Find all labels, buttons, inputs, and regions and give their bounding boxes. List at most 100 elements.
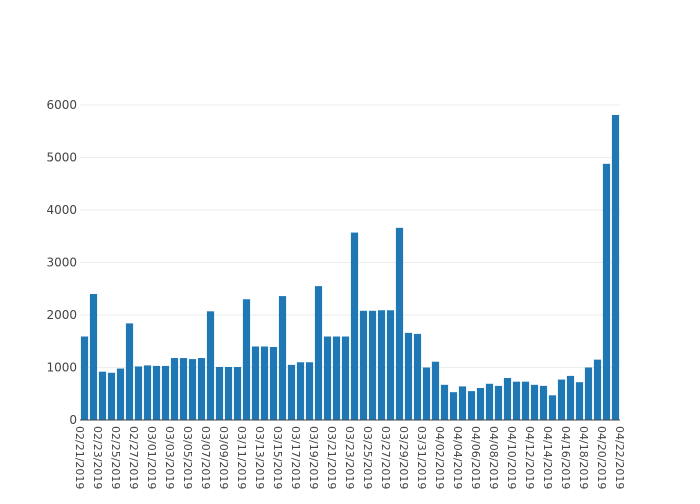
bar[interactable]: 02/21/2019: 1590: [80, 336, 89, 420]
bar[interactable]: 02/25/2019: 980: [116, 368, 125, 420]
bar[interactable]: 03/20/2019: 1590: [323, 336, 332, 420]
bar[interactable]: 04/15/2019: 770: [557, 379, 566, 420]
x-tick-label: 04/02/2019: [433, 426, 446, 489]
bar[interactable]: 04/16/2019: 840: [566, 375, 575, 420]
x-tick-label: 03/13/2019: [253, 426, 266, 489]
bar[interactable]: 03/19/2019: 2550: [314, 286, 323, 421]
x-tick-label: 04/22/2019: [613, 426, 626, 489]
bar[interactable]: 04/19/2019: 1150: [593, 359, 602, 421]
bar[interactable]: 04/10/2019: 730: [512, 381, 521, 420]
x-tick-label: 04/06/2019: [469, 426, 482, 489]
bar[interactable]: 02/27/2019: 1020: [134, 366, 143, 420]
bar[interactable]: 03/17/2019: 1100: [296, 362, 305, 420]
bar[interactable]: 04/05/2019: 550: [467, 391, 476, 421]
x-tick-label: 04/04/2019: [451, 426, 464, 489]
bar[interactable]: 04/20/2019: 4880: [602, 163, 611, 421]
x-tick-label: 03/17/2019: [289, 426, 302, 489]
y-tick-label: 0: [69, 413, 77, 427]
bar[interactable]: 02/26/2019: 1840: [125, 323, 134, 420]
bar[interactable]: 03/30/2019: 1640: [413, 333, 422, 420]
bar[interactable]: 03/06/2019: 1180: [197, 358, 206, 420]
y-tick-label: 4000: [46, 203, 77, 217]
bar[interactable]: 03/16/2019: 1050: [287, 364, 296, 421]
bar[interactable]: 03/28/2019: 3660: [395, 227, 404, 420]
x-tick-label: 03/03/2019: [163, 426, 176, 489]
bar[interactable]: 04/17/2019: 720: [575, 382, 584, 420]
bar[interactable]: 03/27/2019: 2090: [386, 310, 395, 420]
bar[interactable]: 02/22/2019: 2400: [89, 294, 98, 420]
bar[interactable]: 03/31/2019: 1000: [422, 367, 431, 421]
bar[interactable]: 04/14/2019: 470: [548, 395, 557, 420]
y-tick-label: 3000: [46, 256, 77, 270]
x-tick-label: 03/01/2019: [145, 426, 158, 489]
bar[interactable]: 03/26/2019: 2090: [377, 310, 386, 420]
bar[interactable]: 03/05/2019: 1160: [188, 359, 197, 420]
bar[interactable]: 03/21/2019: 1590: [332, 336, 341, 420]
bar[interactable]: 03/22/2019: 1590: [341, 336, 350, 420]
x-tick-label: 04/18/2019: [577, 426, 590, 489]
x-tick-label: 04/16/2019: [559, 426, 572, 489]
x-tick-label: 03/25/2019: [361, 426, 374, 489]
bar[interactable]: 03/15/2019: 2360: [278, 296, 287, 420]
x-tick-label: 03/21/2019: [325, 426, 338, 489]
x-tick-label: 04/12/2019: [523, 426, 536, 489]
x-tick-label: 04/08/2019: [487, 426, 500, 489]
x-tick-label: 03/09/2019: [217, 426, 230, 489]
bar[interactable]: 03/09/2019: 1010: [224, 366, 233, 420]
bar[interactable]: 03/04/2019: 1180: [179, 358, 188, 420]
bar[interactable]: 03/03/2019: 1180: [170, 358, 179, 420]
bar[interactable]: 03/12/2019: 1400: [251, 346, 260, 421]
x-tick-label: 02/27/2019: [127, 426, 140, 489]
x-tick-label: 03/27/2019: [379, 426, 392, 489]
bar[interactable]: 04/04/2019: 640: [458, 386, 467, 420]
bars: 02/21/2019: 159002/22/2019: 240002/23/20…: [80, 114, 620, 421]
bar[interactable]: 03/18/2019: 1100: [305, 362, 314, 420]
bar[interactable]: 04/08/2019: 650: [494, 385, 503, 421]
bar[interactable]: 03/25/2019: 2080: [368, 310, 377, 420]
y-tick-label: 5000: [46, 151, 77, 165]
bar[interactable]: 03/13/2019: 1400: [260, 346, 269, 421]
bar[interactable]: 02/24/2019: 900: [107, 372, 116, 420]
bar[interactable]: 03/11/2019: 2300: [242, 299, 251, 420]
x-tick-label: 03/15/2019: [271, 426, 284, 489]
bar[interactable]: 04/06/2019: 610: [476, 387, 485, 420]
bar[interactable]: 04/18/2019: 1000: [584, 367, 593, 421]
x-axis-ticks: 02/21/2019 02/23/2019 02/25/2019 02/27/2019…: [73, 426, 626, 489]
gridlines: [80, 104, 620, 368]
bar[interactable]: 04/11/2019: 730: [521, 381, 530, 420]
bar[interactable]: 03/01/2019: 1030: [152, 365, 161, 420]
bar[interactable]: 04/21/2019: 5810: [611, 114, 620, 420]
bar[interactable]: 02/28/2019: 1040: [143, 365, 152, 420]
x-tick-label: 04/20/2019: [595, 426, 608, 489]
bar[interactable]: 03/10/2019: 1010: [233, 366, 242, 420]
bar[interactable]: 03/14/2019: 1390: [269, 347, 278, 420]
bar[interactable]: 04/07/2019: 690: [485, 383, 494, 420]
bar[interactable]: 04/03/2019: 530: [449, 392, 458, 420]
y-tick-label: 2000: [46, 308, 77, 322]
bar[interactable]: 04/02/2019: 670: [440, 384, 449, 420]
x-tick-label: 02/23/2019: [91, 426, 104, 489]
bar[interactable]: 03/23/2019: 3570: [350, 232, 359, 420]
x-tick-label: 03/19/2019: [307, 426, 320, 489]
y-axis-ticks: 0 1000 2000 3000 4000 5000 6000: [46, 98, 77, 427]
x-tick-label: 03/29/2019: [397, 426, 410, 489]
bar[interactable]: 03/29/2019: 1660: [404, 332, 413, 420]
x-tick-label: 03/07/2019: [199, 426, 212, 489]
bar[interactable]: 03/02/2019: 1030: [161, 365, 170, 420]
bar[interactable]: 04/12/2019: 670: [530, 384, 539, 420]
x-tick-label: 03/23/2019: [343, 426, 356, 489]
x-tick-label: 03/31/2019: [415, 426, 428, 489]
bar[interactable]: 03/24/2019: 2080: [359, 310, 368, 420]
bar[interactable]: 04/09/2019: 800: [503, 378, 512, 420]
bar[interactable]: 02/23/2019: 920: [98, 371, 107, 420]
x-tick-label: 02/21/2019: [73, 426, 86, 489]
bar[interactable]: 03/08/2019: 1010: [215, 366, 224, 420]
bar[interactable]: 03/07/2019: 2070: [206, 311, 215, 420]
x-tick-label: 02/25/2019: [109, 426, 122, 489]
bar[interactable]: 04/01/2019: 1110: [431, 361, 440, 420]
x-tick-label: 03/05/2019: [181, 426, 194, 489]
x-tick-label: 04/14/2019: [541, 426, 554, 489]
bar[interactable]: 04/13/2019: 650: [539, 385, 548, 421]
